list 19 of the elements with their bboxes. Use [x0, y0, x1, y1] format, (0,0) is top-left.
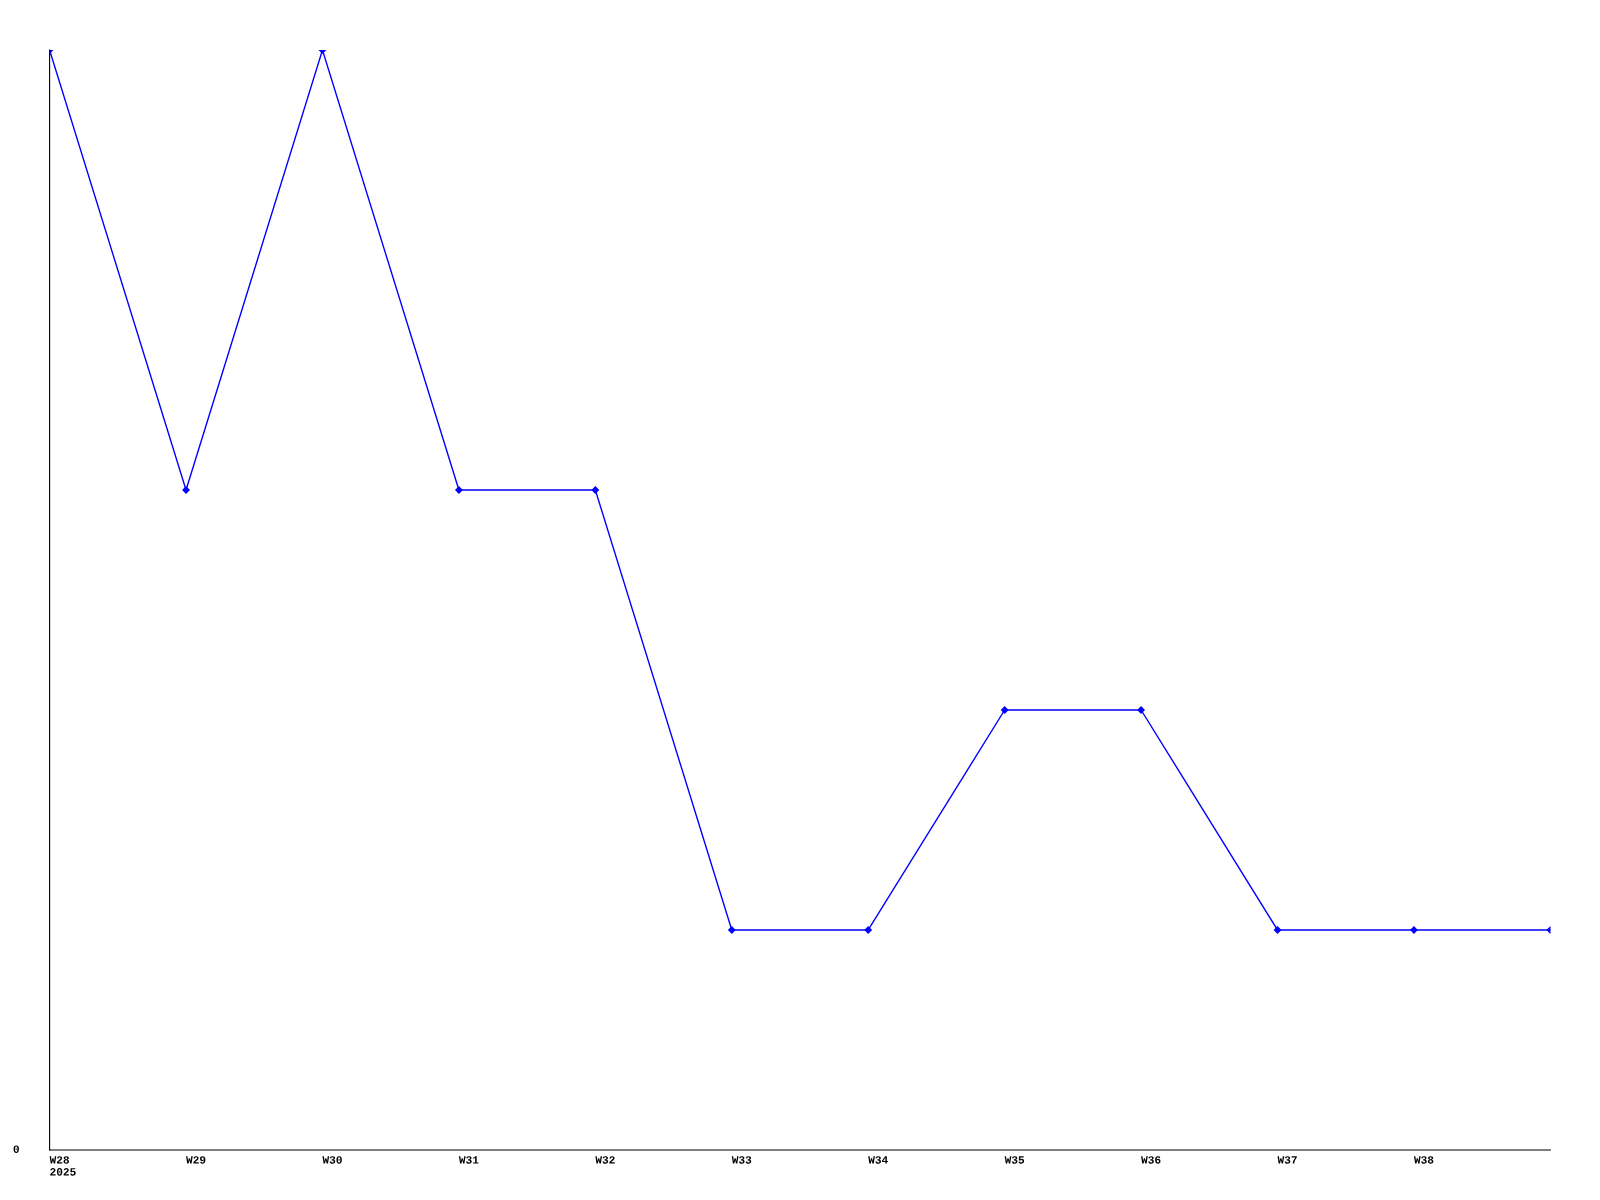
- x-tick-label: W29: [186, 1156, 206, 1164]
- point: [591, 486, 599, 494]
- x-tick-label: W36: [1141, 1156, 1161, 1164]
- x-tick-label: W32: [595, 1156, 615, 1164]
- point: [1137, 706, 1145, 714]
- x-tick-label: W30: [322, 1156, 342, 1164]
- point: [1273, 926, 1282, 934]
- x-tick-label: W38: [1413, 1156, 1434, 1164]
- text: 0: [13, 1145, 19, 1153]
- x-tick-label: W33: [731, 1156, 752, 1164]
- x-tick-label: W28 2025: [49, 1156, 76, 1176]
- point: [1001, 706, 1009, 714]
- point: [455, 486, 463, 494]
- x-tick-label: W34: [868, 1156, 888, 1164]
- x-tick-label: W37: [1277, 1156, 1297, 1164]
- point: [728, 926, 736, 934]
- x-tick-label: W35: [1004, 1156, 1025, 1164]
- point: [864, 926, 872, 934]
- x-tick-label: W31: [458, 1156, 479, 1164]
